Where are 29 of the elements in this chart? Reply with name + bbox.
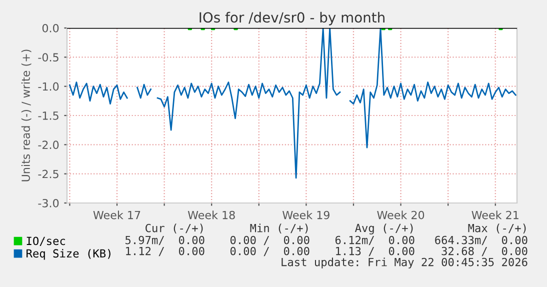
y-axis-title: Units read (-) / write (+) [21, 50, 32, 182]
chart-title: IOs for /dev/sr0 - by month [200, 12, 384, 26]
legend-label: Req Size (KB) [26, 248, 110, 260]
text: 32.68 / 0.00 [442, 246, 528, 256]
x-tick-label: Week 20 [377, 210, 424, 220]
y-tick-label: 0.0 [42, 24, 59, 32]
y-tick-label: -0.5 [38, 53, 58, 62]
legend-label: IO/sec [26, 236, 65, 246]
text: Cur (-/+) [146, 224, 203, 234]
text: 664.33m/ 0.00 [435, 236, 528, 246]
x-tick-label: Week 17 [93, 210, 140, 220]
text: 1.12 / 0.00 [126, 246, 204, 256]
text: 6.12m/ 0.00 [335, 236, 414, 246]
y-tick-label: -2.5 [38, 170, 58, 178]
x-tick-label: Week 18 [188, 210, 235, 220]
x-tick-label: Week 21 [472, 210, 518, 220]
y-tick-label: -2.0 [38, 140, 59, 150]
y-tick-label: -1.0 [38, 82, 59, 91]
text: Avg (-/+) [355, 224, 413, 234]
x-tick-label: Week 19 [282, 210, 330, 220]
text: Last update: Fri May 22 00:45:35 2026 [282, 258, 528, 268]
y-tick-label: -3.0 [38, 198, 59, 208]
text: 1.13 / 0.00 [336, 246, 414, 256]
text: 0.00 / 0.00 [230, 236, 310, 246]
y-tick-label: -1.5 [38, 112, 58, 120]
text: 5.97m/ 0.00 [126, 236, 204, 246]
text: Max (-/+) [468, 224, 526, 234]
text: 0.00 / 0.00 [230, 246, 310, 256]
text: Min (-/+) [250, 224, 308, 234]
